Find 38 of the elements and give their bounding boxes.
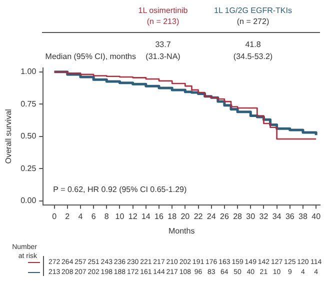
x-tick-label: 38 [298,212,308,221]
text: 1L osimertinib [138,6,188,15]
x-tick-label: 22 [194,212,204,221]
x-tick-label: 24 [206,212,216,221]
x-tick-label: 14 [141,212,151,221]
x-tick-label: 30 [246,212,256,221]
text: (n = 272) [236,17,270,26]
y-tick-label: 0.50 [20,132,37,141]
y-tick-label: 1.00 [20,67,37,76]
x-tick-label: 4 [78,212,84,221]
x-tick-label: 10 [115,212,125,221]
text: 33.7 [155,40,171,49]
x-tick-label: 0 [52,212,58,221]
x-tick-label: 26 [220,212,230,221]
text: 41.8 [245,40,261,49]
x-tick-label: 12 [128,212,138,221]
x-tick-label: 20 [180,212,190,221]
x-axis-title: Months [168,226,195,236]
x-tick-label: 40 [312,212,322,221]
x-tick-label: 36 [285,212,295,221]
y-tick-label: 0.75 [20,99,37,108]
x-tick-label: 6 [91,212,96,221]
x-tick-label: 28 [233,212,243,221]
x-tick-label: 8 [104,212,110,221]
x-tick-label: 34 [272,212,282,221]
text: (31.3-NA) [146,52,180,61]
y-tick-label: 0.25 [20,164,37,173]
y-axis-title: Overall survival [4,108,14,164]
text: (34.5-53.2) [233,52,273,61]
text: Median (95% CI), months [45,52,136,61]
x-tick-label: 16 [154,212,164,221]
x-tick-label: 18 [168,212,178,221]
x-tick-label: 2 [65,212,70,221]
text: 1L 1G/2G EGFR-TKIs [214,6,292,15]
x-tick-label: 32 [259,212,269,221]
annotation: P = 0.62, HR 0.92 (95% CI 0.65-1.29) [53,184,187,194]
y-tick-label: 0.00 [20,196,37,206]
text: (n = 213) [146,17,180,26]
